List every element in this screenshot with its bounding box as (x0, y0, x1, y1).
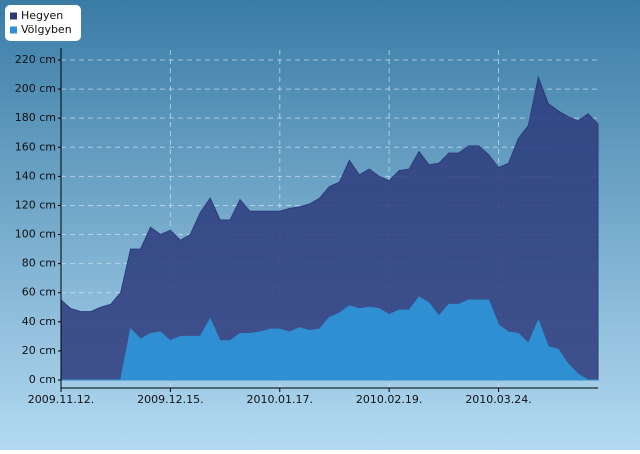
y-tick-label: 220 cm (15, 53, 56, 66)
y-tick-label: 120 cm (15, 198, 56, 211)
x-tick-label: 2010.03.24. (465, 393, 531, 406)
y-tick-label: 60 cm (22, 286, 56, 299)
x-tick-label: 2010.01.17. (247, 393, 313, 406)
legend-label: Völgyben (21, 23, 72, 36)
y-tick-label: 200 cm (15, 82, 56, 95)
legend-swatch (10, 12, 17, 20)
x-tick-label: 2010.02.19. (356, 393, 422, 406)
y-tick-label: 100 cm (15, 228, 56, 241)
y-tick-label: 80 cm (22, 257, 56, 270)
y-tick-label: 20 cm (22, 344, 56, 357)
legend-swatch (10, 26, 17, 34)
y-tick-label: 140 cm (15, 169, 56, 182)
x-tick-label: 2009.12.15. (137, 393, 203, 406)
legend-box (5, 5, 81, 41)
y-tick-label: 180 cm (15, 111, 56, 124)
y-tick-label: 160 cm (15, 140, 56, 153)
legend-label: Hegyen (21, 9, 63, 22)
x-tick-label: 2009.11.12. (28, 393, 94, 406)
area (61, 296, 598, 381)
y-tick-label: 40 cm (22, 315, 56, 328)
y-tick-label: 0 cm (29, 373, 56, 386)
